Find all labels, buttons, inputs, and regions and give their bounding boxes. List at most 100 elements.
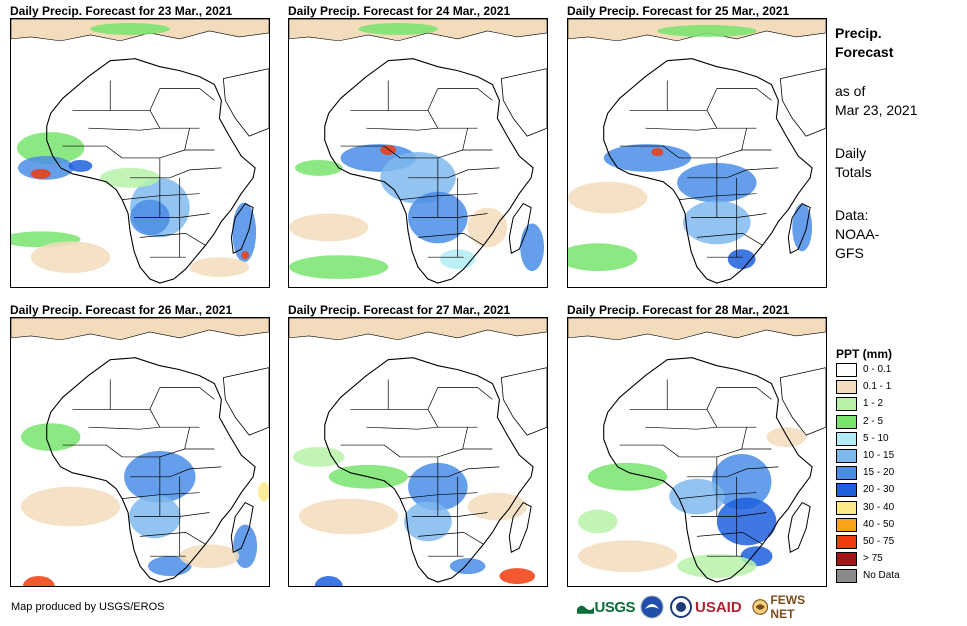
country-border (139, 233, 206, 246)
precip-map-svg (289, 19, 547, 284)
country-border (149, 409, 200, 428)
info-sidebar: Precip. Forecast as of Mar 23, 2021 Dail… (835, 24, 960, 263)
precip-area (292, 447, 345, 467)
source-line2: NOAA- (835, 226, 880, 242)
precip-area (314, 576, 343, 586)
legend-swatch (836, 534, 857, 549)
precip-area (727, 249, 756, 270)
legend-swatch (836, 363, 857, 377)
precip-area (20, 423, 81, 452)
fews-globe-icon (752, 599, 769, 615)
precip-area (179, 544, 240, 569)
precip-map-svg (568, 19, 826, 284)
as-of-date: as of Mar 23, 2021 (835, 82, 960, 120)
precip-area (711, 453, 772, 510)
country-border (706, 110, 757, 129)
legend-label: 0 - 0.1 (863, 364, 892, 375)
usgs-logo: USGS (577, 594, 635, 620)
europe-landmass (289, 318, 547, 341)
arabia-landmass (779, 367, 826, 436)
country-border (417, 233, 484, 246)
legend-label: 15 - 20 (863, 467, 895, 479)
precip-map (567, 18, 827, 288)
legend-swatch (836, 517, 857, 532)
precip-area (683, 200, 751, 245)
precip-map-svg (289, 318, 547, 586)
panel-title: Daily Precip. Forecast for 23 Mar., 2021 (10, 4, 233, 18)
dhs-seal-icon (670, 596, 692, 618)
precip-area (358, 23, 438, 35)
country-border (340, 444, 401, 458)
country-border (645, 426, 717, 430)
country-border (427, 409, 478, 428)
precip-map (288, 18, 548, 288)
legend-rows: 0 - 0.1 0.1 - 1 1 - 2 2 - 5 5 - 10 10 - 15 15 … (836, 362, 961, 585)
legend-label: 50 - 75 (863, 535, 895, 547)
country-border (619, 145, 680, 159)
precip-area (587, 462, 668, 491)
precip-map (10, 317, 270, 587)
precip-area (20, 486, 121, 527)
country-border (687, 466, 779, 478)
legend-label: > 75 (863, 553, 883, 565)
precip-area (439, 249, 476, 270)
sidebar-title-line1: Precip. (835, 25, 882, 41)
legend-item: 0.1 - 1 (836, 379, 961, 396)
madagascar-outline (230, 501, 254, 553)
country-border (184, 128, 190, 151)
country-border (366, 426, 438, 430)
europe-landmass (11, 318, 269, 341)
precip-area (90, 23, 170, 35)
legend-item: 2 - 5 (836, 414, 961, 431)
precip-map-svg (11, 19, 269, 284)
precip-area (289, 255, 389, 280)
country-border (696, 532, 763, 545)
europe-landmass (568, 318, 826, 341)
precip-area (68, 159, 93, 172)
country-border (741, 427, 747, 450)
as-of-line2: Mar 23, 2021 (835, 102, 918, 118)
usgs-logo-text: USGS (594, 598, 635, 616)
legend-title: PPT (mm) (836, 347, 893, 361)
arabia-landmass (222, 68, 269, 137)
legend-item: 1 - 2 (836, 396, 961, 413)
country-border (679, 448, 772, 458)
arabia-landmass (500, 68, 547, 137)
precip-area (449, 558, 486, 575)
legend-item: 10 - 15 (836, 448, 961, 465)
country-border (687, 167, 779, 179)
madagascar-outline (787, 501, 811, 553)
precip-area (792, 203, 813, 252)
panel-title: Daily Precip. Forecast for 28 Mar., 2021 (567, 303, 790, 317)
precip-area (16, 132, 85, 164)
legend-label: 20 - 30 (863, 484, 895, 496)
source-line3: GFS (835, 245, 864, 261)
fews-net-logo: FEWS NET (752, 593, 827, 621)
country-border (645, 127, 717, 131)
precip-area (30, 241, 111, 274)
country-border (130, 167, 222, 179)
arabia-landmass (222, 367, 269, 436)
legend-swatch (836, 414, 857, 429)
country-border (741, 128, 747, 151)
legend-label: 1 - 2 (863, 398, 884, 410)
country-border (159, 387, 215, 400)
madagascar-outline (230, 202, 254, 254)
usaid-logo: USAID (695, 594, 750, 620)
legend-item: 15 - 20 (836, 465, 961, 482)
country-border (110, 387, 161, 410)
legend-label: 5 - 10 (863, 432, 889, 444)
legend-swatch (836, 397, 857, 412)
country-border (619, 444, 680, 458)
dhs-seal-logo (670, 594, 692, 620)
legend-item: > 75 (836, 551, 961, 568)
legend-swatch (836, 500, 857, 515)
country-border (388, 88, 439, 111)
precip-area (467, 492, 528, 521)
precip-map (567, 317, 827, 587)
country-border (340, 145, 401, 159)
fews-logo-text: FEWS NET (770, 593, 806, 621)
legend-swatch (836, 448, 857, 463)
legend-label: No Data (863, 570, 900, 582)
country-border (667, 88, 718, 111)
